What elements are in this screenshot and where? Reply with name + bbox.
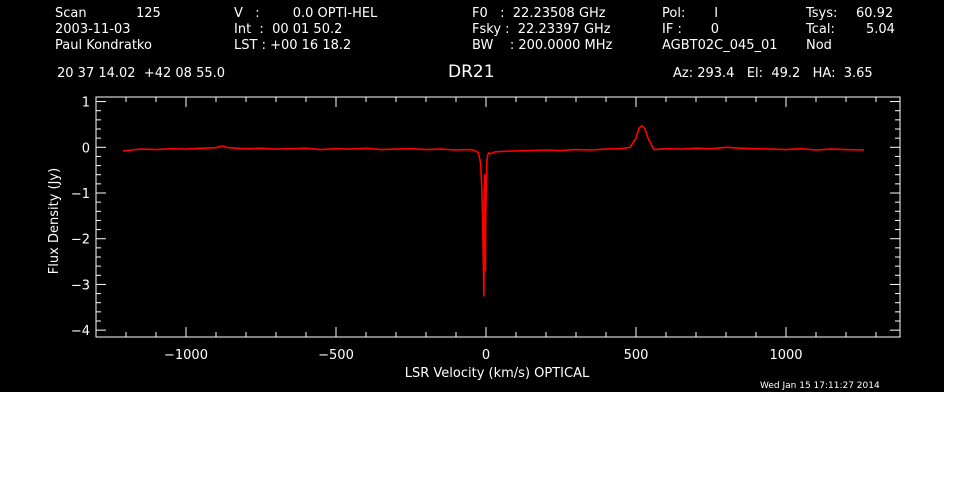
- observer-name: Paul Kondratko: [55, 38, 152, 53]
- tsys-label: Tsys:: [806, 6, 838, 21]
- if-number: IF : 0: [662, 22, 720, 37]
- polarization: Pol: I: [662, 6, 719, 21]
- timestamp: Wed Jan 15 17:11:27 2014: [760, 381, 880, 391]
- rest-frequency: F0 : 22.23508 GHz: [472, 6, 606, 21]
- plot-border: [95, 96, 901, 338]
- sky-frequency: Fsky : 22.23397 GHz: [472, 22, 611, 37]
- spectrum-chart: −1000 −500 0 500 1000 1 0 −1 −2 −3 −4 LSR Velocity…: [47, 96, 901, 381]
- x-tick-label: 1000: [769, 348, 802, 363]
- plot-panel: Scan 125 2003-11-03 Paul Kondratko V : 0…: [0, 0, 944, 392]
- y-tick-label: −4: [71, 324, 90, 339]
- tcal-label: Tcal:: [806, 22, 835, 37]
- axis-ticks: [95, 97, 900, 337]
- tsys-value: 60.92: [856, 6, 894, 21]
- x-axis-label: LSR Velocity (km/s) OPTICAL: [405, 366, 590, 381]
- velocity-info: V : 0.0 OPTI-HEL: [234, 6, 378, 21]
- y-axis-label: Flux Density (Jy): [47, 168, 62, 274]
- project-id: AGBT02C_045_01: [662, 38, 778, 53]
- telescope-pointing: Az: 293.4 El: 49.2 HA: 3.65: [673, 66, 873, 81]
- y-tick-label: −2: [71, 233, 90, 248]
- scan-number: 125: [136, 6, 161, 21]
- tcal-value: 5.04: [866, 22, 895, 37]
- lst-info: LST : +00 16 18.2: [234, 38, 352, 53]
- tick-labels: −1000 −500 0 500 1000 1 0 −1 −2 −3 −4: [71, 96, 803, 363]
- spectrum-line: [122, 125, 865, 297]
- x-tick-label: 500: [624, 348, 649, 363]
- y-tick-label: 1: [82, 96, 90, 111]
- source-coordinates: 20 37 14.02 +42 08 55.0: [57, 66, 226, 81]
- x-tick-label: 0: [482, 348, 490, 363]
- bandwidth: BW : 200.0000 MHz: [472, 38, 613, 53]
- x-tick-label: −500: [318, 348, 354, 363]
- plot-frame: [95, 96, 901, 338]
- integration-time: Int : 00 01 50.2: [234, 22, 343, 37]
- x-tick-label: −1000: [164, 348, 208, 363]
- y-tick-label: 0: [82, 141, 90, 156]
- observing-mode: Nod: [806, 38, 832, 53]
- observation-date: 2003-11-03: [55, 22, 131, 37]
- y-tick-label: −3: [71, 278, 90, 293]
- scan-label: Scan: [55, 6, 87, 21]
- source-name: DR21: [448, 62, 495, 82]
- spectrum-series: [122, 125, 865, 297]
- y-tick-label: −1: [71, 187, 90, 202]
